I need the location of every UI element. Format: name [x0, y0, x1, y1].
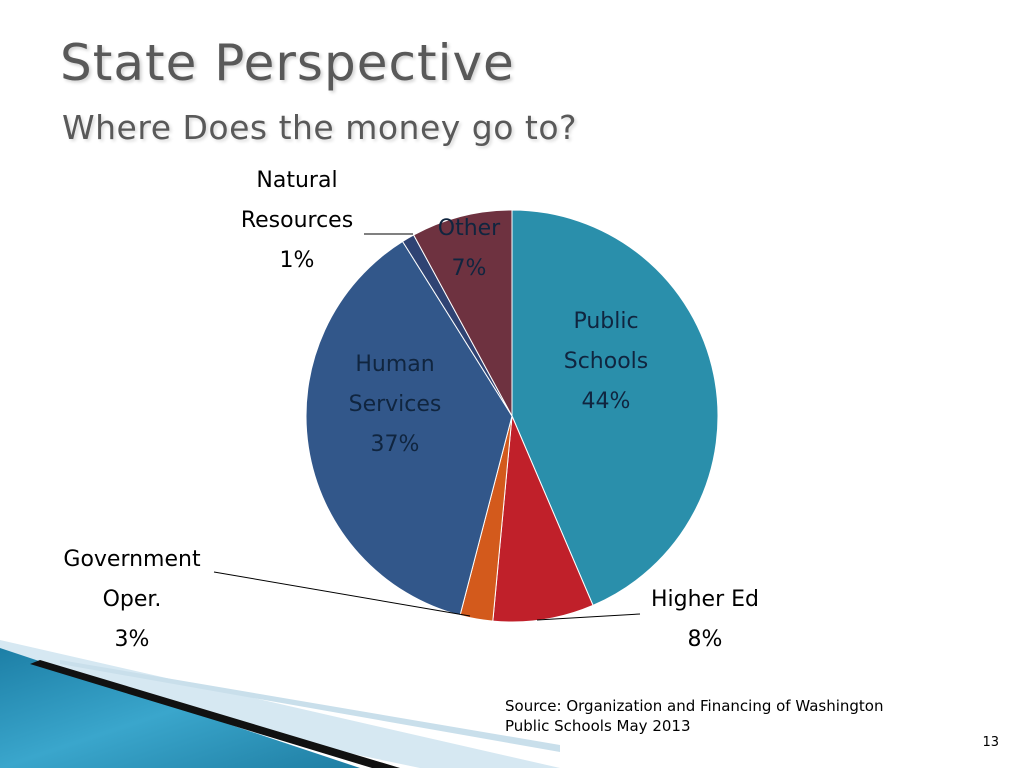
- slice-percent-label: 7%: [452, 256, 487, 281]
- slice-name-label: Public: [573, 309, 638, 334]
- slice-name-label: Schools: [564, 349, 649, 374]
- leader-line: [213, 571, 471, 617]
- slice-percent-label: 1%: [280, 248, 315, 273]
- swoosh-light-line: [60, 660, 560, 752]
- slice-name-label: Oper.: [103, 587, 162, 612]
- slice-name-label: Natural: [256, 168, 337, 193]
- source-line-1: Source: Organization and Financing of Wa…: [505, 697, 884, 715]
- pie-chart: Public Schools 44% Higher Ed 8% Government Ope…: [63, 168, 759, 652]
- slice-labels: Public Schools 44% Higher Ed 8% Government Ope…: [63, 168, 759, 652]
- slice-name-label: Higher Ed: [651, 587, 759, 612]
- slice-name-label: Human: [355, 352, 434, 377]
- pie-slice-public-schools: [511, 209, 719, 607]
- slice-percent-label: 37%: [371, 432, 420, 457]
- pie-slice-human-services: [305, 240, 513, 616]
- pie-slice-other: [412, 209, 513, 417]
- swoosh-light: [0, 640, 560, 768]
- swoosh-black: [30, 660, 400, 768]
- slice-name-label: Resources: [241, 208, 353, 233]
- leader-lines: [213, 233, 641, 621]
- page-number: 13: [982, 735, 999, 750]
- slice-percent-label: 3%: [115, 627, 150, 652]
- slice-percent-label: 44%: [582, 389, 631, 414]
- slide-title: State Perspective: [60, 34, 515, 92]
- slice-name-label: Services: [349, 392, 442, 417]
- slide-subtitle: Where Does the money go to?: [62, 108, 578, 147]
- slice-name-label: Government: [63, 547, 201, 572]
- pie-slices: [305, 209, 719, 623]
- slice-percent-label: 8%: [688, 627, 723, 652]
- source-note: Source: Organization and Financing of Wa…: [505, 696, 945, 736]
- source-line-2: Public Schools May 2013: [505, 717, 691, 735]
- slice-name-label: Other: [438, 216, 501, 241]
- leader-line: [536, 613, 641, 621]
